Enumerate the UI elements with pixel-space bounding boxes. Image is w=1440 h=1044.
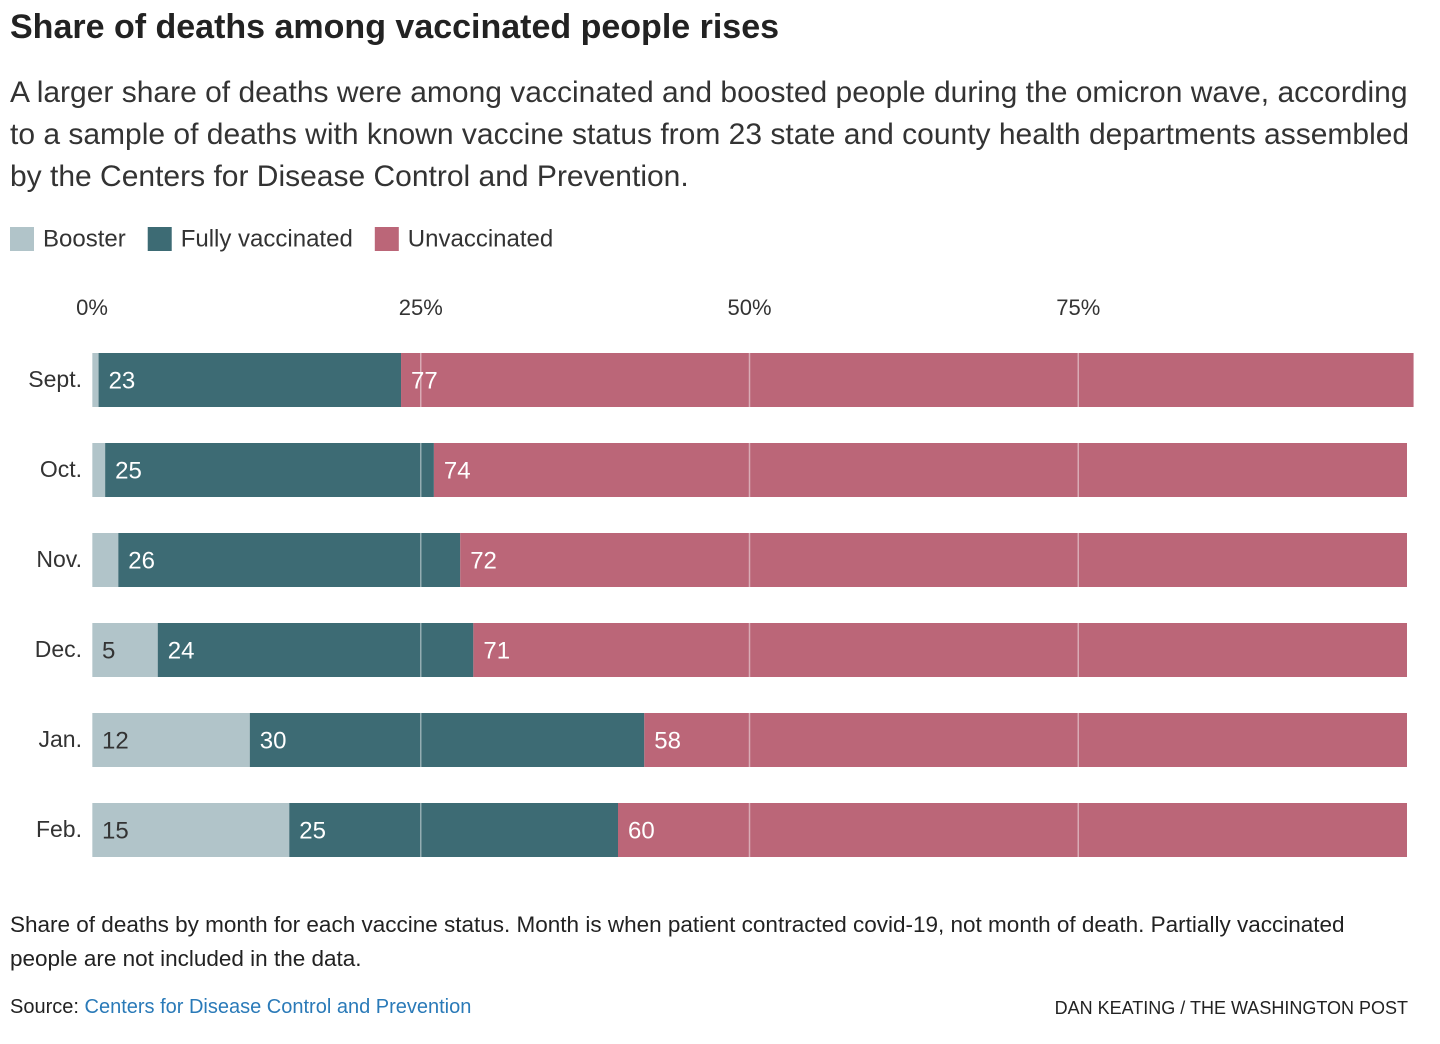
source: Source: Centers for Disease Control and … [10,996,471,1019]
bar-segment [92,623,158,677]
data-label: 25 [115,457,142,484]
bar-segment [473,623,1408,677]
data-label: 30 [260,727,287,754]
x-tick-label: 0% [76,295,108,320]
legend-label: Booster [43,225,126,252]
data-label: 74 [444,457,471,484]
bar-segment [92,533,119,587]
data-label: 23 [109,367,136,394]
legend-label: Fully vaccinated [181,225,353,252]
bar-segment [92,803,290,857]
y-tick-label: Sept. [28,366,82,392]
y-tick-label: Oct. [40,456,82,482]
chart-subtitle: A larger share of deaths were among vacc… [10,76,1410,193]
bar-segment [289,803,618,857]
x-tick-label: 75% [1056,295,1100,320]
credit: DAN KEATING / THE WASHINGTON POST [1054,998,1408,1018]
bar-segment [460,533,1407,587]
y-tick-label: Jan. [39,726,82,752]
bar-segment [401,353,1414,407]
chart: Booster Fully vaccinated Unvaccinated 0% 25%… [10,225,1414,857]
data-label: 26 [128,547,155,574]
bar-segment [92,443,106,497]
bar-segment [157,623,474,677]
chart-title: Share of deaths among vaccinated people … [10,8,780,46]
bar-segment [98,353,402,407]
bar-segment [105,443,434,497]
bar-segment [118,533,461,587]
bar-segment [92,353,99,407]
data-label: 5 [102,637,115,664]
x-tick-label: 50% [727,295,771,320]
data-label: 60 [628,817,655,844]
legend-swatch [374,227,399,251]
source-label: Source: [10,996,79,1018]
data-label: 24 [168,637,195,664]
y-tick-label: Dec. [35,636,82,662]
x-tick-label: 25% [399,295,443,320]
data-label: 15 [102,817,129,844]
legend-label: Unvaccinated [408,225,553,252]
legend-swatch [147,227,172,251]
bar-segment [92,713,250,767]
data-label: 58 [654,727,681,754]
y-tick-label: Feb. [36,816,82,842]
chart-note: Share of deaths by month for each vaccin… [10,912,1345,971]
data-label: 77 [411,367,438,394]
data-label: 72 [470,547,497,574]
bar-segment [249,713,645,767]
bar-segment [618,803,1407,857]
source-link[interactable]: Centers for Disease Control and Preventi… [84,996,472,1018]
bar-segment [433,443,1407,497]
data-label: 12 [102,727,129,754]
data-label: 25 [299,817,326,844]
data-label: 71 [483,637,510,664]
legend-swatch [10,227,34,251]
y-tick-label: Nov. [36,546,82,572]
bar-segment [644,713,1407,767]
